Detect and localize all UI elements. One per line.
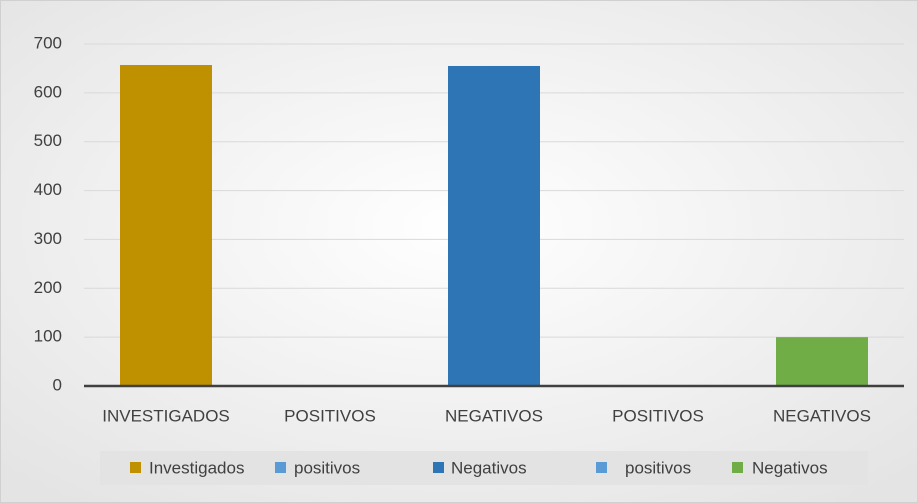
bar <box>120 65 212 386</box>
y-tick-label: 500 <box>34 131 62 150</box>
bar <box>448 65 540 386</box>
legend-swatch <box>275 462 286 473</box>
legend-swatch <box>596 462 607 473</box>
legend-label: positivos <box>625 458 691 477</box>
y-tick-label: 100 <box>34 327 62 346</box>
y-tick-label: 300 <box>34 229 62 248</box>
legend-swatch <box>130 462 141 473</box>
x-tick-label: INVESTIGADOS <box>102 406 230 425</box>
x-tick-label: NEGATIVOS <box>445 406 543 425</box>
y-tick-label: 600 <box>34 82 62 101</box>
y-tick-label: 400 <box>34 180 62 199</box>
y-tick-label: 0 <box>53 375 62 394</box>
legend-label: positivos <box>294 458 360 477</box>
legend-label: Negativos <box>451 458 527 477</box>
legend-label: Investigados <box>149 458 244 477</box>
legend-label: Negativos <box>752 458 828 477</box>
x-tick-label: POSITIVOS <box>612 406 704 425</box>
x-tick-label: POSITIVOS <box>284 406 376 425</box>
legend-swatch <box>732 462 743 473</box>
y-tick-label: 700 <box>34 33 62 52</box>
bar <box>776 337 868 386</box>
y-tick-label: 200 <box>34 278 62 297</box>
x-tick-label: NEGATIVOS <box>773 406 871 425</box>
legend-swatch <box>433 462 444 473</box>
